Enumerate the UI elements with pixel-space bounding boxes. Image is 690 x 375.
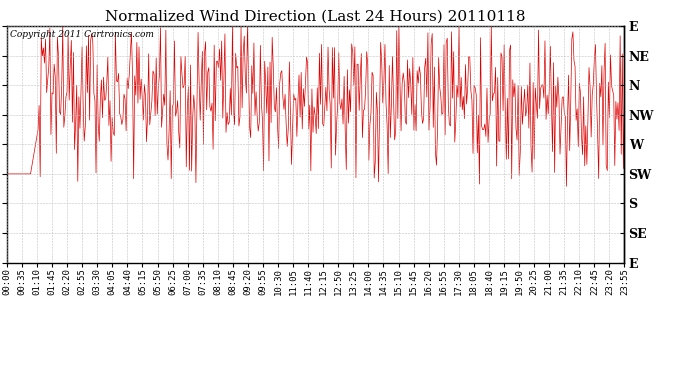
- Text: Copyright 2011 Cartronics.com: Copyright 2011 Cartronics.com: [10, 30, 154, 39]
- Title: Normalized Wind Direction (Last 24 Hours) 20110118: Normalized Wind Direction (Last 24 Hours…: [106, 10, 526, 24]
